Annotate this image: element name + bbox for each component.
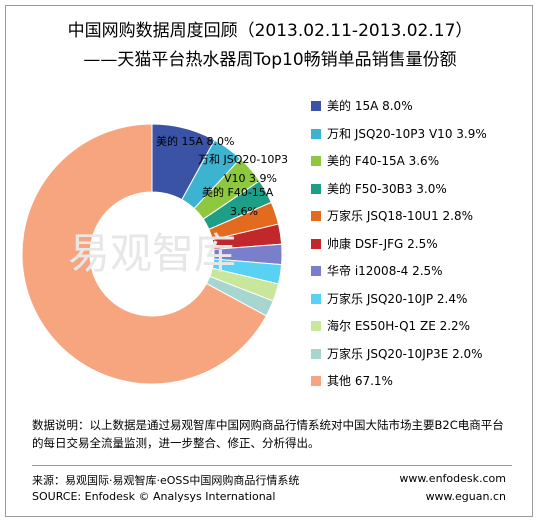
legend-swatch bbox=[311, 376, 321, 386]
legend-swatch bbox=[311, 321, 321, 331]
legend-label: 万和 JSQ20-10P3 V10 3.9% bbox=[327, 126, 487, 141]
legend-label: 其他 67.1% bbox=[327, 374, 393, 388]
footer-divider bbox=[32, 465, 512, 466]
legend-swatch bbox=[311, 348, 321, 359]
data-label: V10 3.9% bbox=[224, 172, 277, 185]
legend-label: 帅康 DSF-JFG 2.5% bbox=[327, 236, 438, 251]
chart-frame: 中国网购数据周度回顾（2013.02.11-2013.02.17） ——天猫平台… bbox=[5, 5, 533, 517]
legend-label: 美的 F50-30B3 3.0% bbox=[327, 181, 447, 196]
legend-swatch bbox=[311, 238, 321, 249]
legend-label: 华帝 i12008-4 2.5% bbox=[327, 264, 443, 278]
legend-label: 美的 F40-15A 3.6% bbox=[327, 154, 440, 168]
data-label: 万和 JSQ20-10P3 bbox=[198, 153, 288, 166]
legend-swatch bbox=[311, 211, 321, 221]
legend-swatch bbox=[311, 183, 321, 194]
url-eguan: www.eguan.cn bbox=[425, 490, 506, 503]
legend-swatch bbox=[311, 128, 321, 139]
watermark: 易观智库 bbox=[68, 229, 236, 278]
source-en: SOURCE: Enfodesk © Analysys Internationa… bbox=[32, 490, 276, 503]
pie-slice bbox=[21, 123, 267, 385]
legend-label: 万家乐 JSQ20-10JP 2.4% bbox=[327, 291, 468, 306]
legend-label: 海尔 ES50H-Q1 ZE 2.2% bbox=[327, 319, 471, 333]
legend-swatch bbox=[311, 266, 321, 276]
chart-title: 中国网购数据周度回顾（2013.02.11-2013.02.17） bbox=[67, 21, 473, 41]
legend-swatch bbox=[311, 293, 321, 304]
legend-label: 万家乐 JSQ18-10U1 2.8% bbox=[327, 209, 474, 223]
chart-subtitle: ——天猫平台热水器周Top10畅销单品销售量份额 bbox=[83, 50, 457, 70]
legend-swatch bbox=[311, 156, 321, 166]
legend-swatch bbox=[311, 101, 321, 111]
url-enfodesk: www.enfodesk.com bbox=[399, 472, 506, 485]
data-label: 美的 F40-15A bbox=[202, 185, 274, 199]
legend-label: 万家乐 JSQ20-10JP3E 2.0% bbox=[327, 346, 483, 361]
legend-label: 美的 15A 8.0% bbox=[327, 99, 413, 113]
donut-chart: 易观智库 美的 15A 8.0% 万和 JSQ20-10P3 V10 3.9%美的 F… bbox=[21, 123, 288, 385]
data-note: 数据说明：以上数据是通过易观智库中国网购商品行情系统对中国大陆市场主要B2C电商… bbox=[32, 418, 504, 450]
data-label: 美的 15A 8.0% bbox=[156, 134, 234, 148]
data-label: 3.6% bbox=[230, 205, 258, 218]
source-cn: 来源：易观国际·易观智库·eOSS中国网购商品行情系统 bbox=[32, 474, 300, 487]
